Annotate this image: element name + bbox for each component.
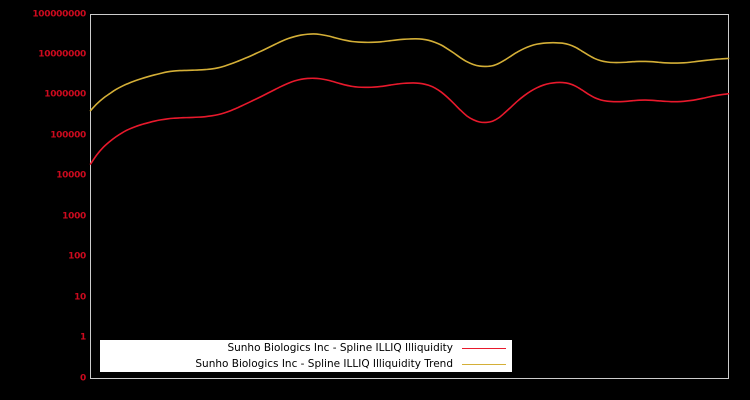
y-axis-tick-label: 100000 [50,130,86,141]
chart-legend[interactable]: Sunho Biologics Inc - Spline ILLIQ Illiq… [100,340,512,372]
y-axis-tick-label: 10000 [56,170,86,181]
series-layer [89,33,730,165]
y-axis-tick-label: 100000000 [32,9,86,19]
legend-entry-illiquidity[interactable]: Sunho Biologics Inc - Spline ILLIQ Illiq… [100,340,512,356]
legend-swatch-illiquidity [462,347,506,349]
legend-label-illiquidity-trend: Sunho Biologics Inc - Spline ILLIQ Illiq… [195,357,453,370]
legend-label-illiquidity: Sunho Biologics Inc - Spline ILLIQ Illiq… [227,341,453,354]
legend-entry-illiquidity-trend[interactable]: Sunho Biologics Inc - Spline ILLIQ Illiq… [100,356,512,372]
y-axis-tick-label: 0 [80,373,86,383]
y-axis-tick-labels: 100000000 10000000 1000000 100000 10000 1000 1… [0,0,86,400]
y-axis-tick-label: 10 [74,292,86,303]
y-axis-tick-label: 1 [80,332,86,343]
series-line-0 [89,33,730,112]
axes-frame [90,14,729,379]
y-axis-tick-label: 1000000 [44,89,86,100]
y-axis-tick-label: 100 [68,251,86,262]
legend-swatch-illiquidity-trend [462,363,506,365]
series-line-1 [89,77,730,165]
y-axis-tick-label: 1000 [62,211,86,222]
y-axis-tick-label: 10000000 [38,49,86,60]
